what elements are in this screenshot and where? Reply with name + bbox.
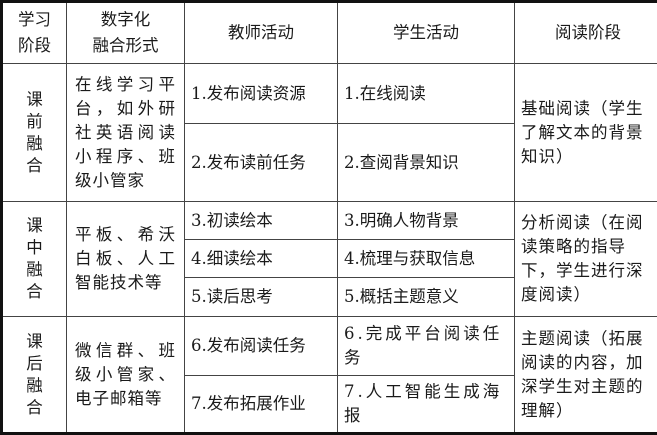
teacher-activity: 7.发布拓展作业	[185, 376, 338, 434]
student-activity: 1.在线阅读	[338, 64, 515, 124]
teacher-activity: 1.发布阅读资源	[185, 64, 338, 124]
student-activity: 4.梳理与获取信息	[338, 240, 515, 278]
form-cell: 平板、希沃白板、人工智能技术等	[67, 202, 185, 317]
teacher-activity: 2.发布读前任务	[185, 124, 338, 202]
table-row: 课后融合 微信群、班级小管家、电子邮箱等 6.发布阅读任务 6.完成平台阅读任务…	[2, 317, 657, 376]
student-activity: 7.人工智能生成海报	[338, 376, 515, 434]
stage-cell: 课后融合	[2, 317, 67, 434]
form-cell: 微信群、班级小管家、电子邮箱等	[67, 317, 185, 434]
reading-stage-cell: 主题阅读（拓展阅读的内容，加深学生对主题的理解）	[515, 317, 657, 434]
student-activity: 3.明确人物背景	[338, 202, 515, 240]
student-activity: 2.查阅背景知识	[338, 124, 515, 202]
teacher-activity: 5.读后思考	[185, 278, 338, 317]
header-reading: 阅读阶段	[515, 2, 657, 64]
table-row: 课前融合 在线学习平台，如外研社英语阅读小程序、班级小管家 1.发布阅读资源 1…	[2, 64, 657, 124]
teacher-activity: 3.初读绘本	[185, 202, 338, 240]
header-student: 学生活动	[338, 2, 515, 64]
header-teacher: 教师活动	[185, 2, 338, 64]
stage-cell: 课前融合	[2, 64, 67, 202]
table-row: 课中融合 平板、希沃白板、人工智能技术等 3.初读绘本 3.明确人物背景 分析阅…	[2, 202, 657, 240]
reading-stage-cell: 分析阅读（在阅读策略的指导下，学生进行深度阅读）	[515, 202, 657, 317]
header-row: 学习阶段 数字化融合形式 教师活动 学生活动 阅读阶段	[2, 2, 657, 64]
teacher-activity: 4.细读绘本	[185, 240, 338, 278]
teacher-activity: 6.发布阅读任务	[185, 317, 338, 376]
stage-cell: 课中融合	[2, 202, 67, 317]
header-form: 数字化融合形式	[67, 2, 185, 64]
form-cell: 在线学习平台，如外研社英语阅读小程序、班级小管家	[67, 64, 185, 202]
student-activity: 5.概括主题意义	[338, 278, 515, 317]
header-form-line: 融合形式	[93, 36, 159, 55]
header-stage: 学习阶段	[2, 2, 67, 64]
student-activity: 6.完成平台阅读任务	[338, 317, 515, 376]
header-form-line: 数字化	[101, 10, 151, 29]
reading-stage-cell: 基础阅读（学生了解文本的背景知识）	[515, 64, 657, 202]
